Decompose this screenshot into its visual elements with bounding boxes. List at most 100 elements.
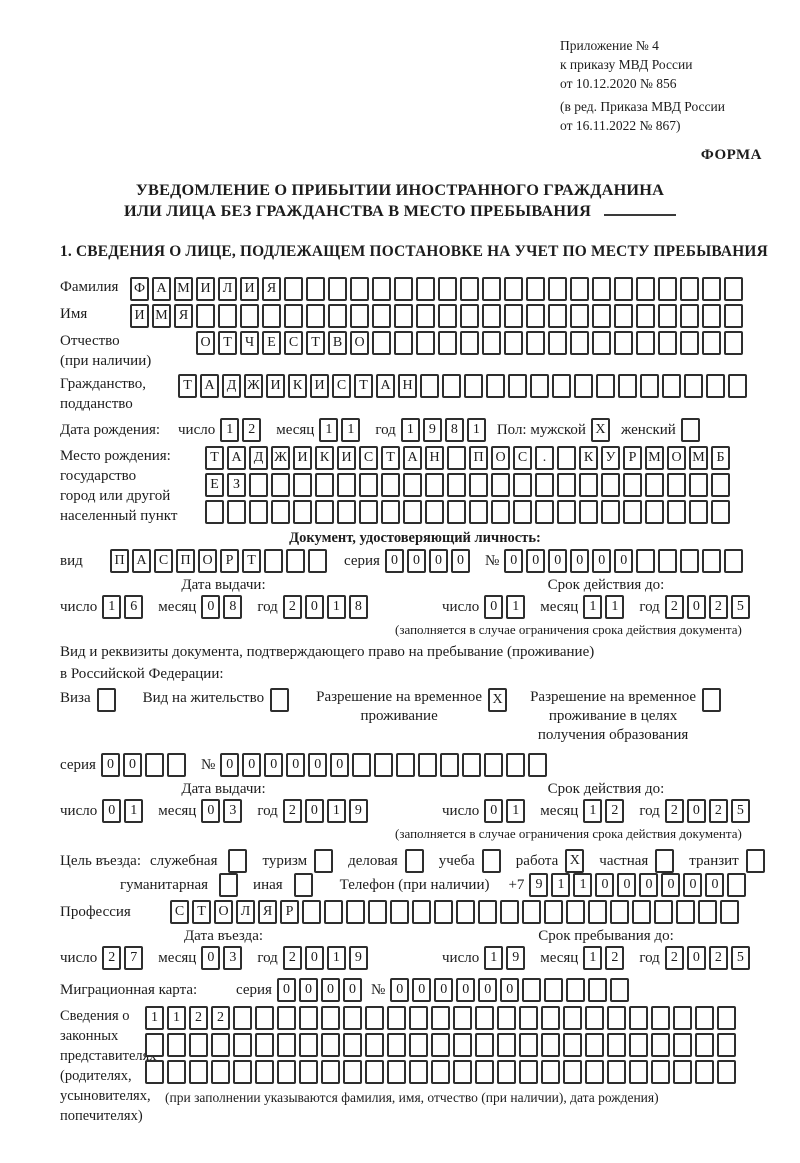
char-cell[interactable]	[695, 1060, 714, 1084]
char-cell[interactable]	[504, 331, 523, 355]
char-cell[interactable]: К	[315, 446, 334, 470]
char-cell[interactable]	[218, 304, 237, 328]
char-cell[interactable]	[286, 549, 305, 573]
char-cell[interactable]: Т	[218, 331, 237, 355]
checkbox[interactable]	[655, 849, 675, 873]
char-cell[interactable]: 2	[242, 418, 262, 442]
char-cell[interactable]	[506, 753, 526, 777]
char-cell[interactable]	[607, 1060, 626, 1084]
char-cell[interactable]	[403, 500, 422, 524]
char-cell[interactable]	[478, 900, 497, 924]
char-cell[interactable]: О	[196, 331, 215, 355]
char-cell[interactable]	[284, 304, 303, 328]
char-cell[interactable]: 1	[326, 799, 346, 823]
char-cell[interactable]: 9	[529, 873, 549, 897]
char-cell[interactable]: 8	[223, 595, 243, 619]
char-cell[interactable]	[409, 1006, 428, 1030]
char-cell[interactable]	[557, 446, 576, 470]
char-cell[interactable]: 9	[506, 946, 526, 970]
char-cell[interactable]: 0	[428, 549, 448, 573]
char-cell[interactable]	[359, 473, 378, 497]
char-cell[interactable]	[528, 753, 548, 777]
char-cell[interactable]	[629, 1033, 648, 1057]
checkbox[interactable]	[745, 849, 765, 873]
char-cell[interactable]	[464, 374, 483, 398]
char-cell[interactable]	[352, 753, 372, 777]
char-cell[interactable]: Т	[242, 549, 261, 573]
char-cell[interactable]	[563, 1060, 582, 1084]
char-cell[interactable]: 0	[286, 753, 306, 777]
char-cell[interactable]: 1	[319, 418, 339, 442]
char-cell[interactable]	[519, 1033, 538, 1057]
char-cell[interactable]: 0	[434, 978, 454, 1002]
char-cell[interactable]	[727, 873, 747, 897]
char-cell[interactable]	[706, 374, 725, 398]
char-cell[interactable]	[381, 473, 400, 497]
char-cell[interactable]: С	[359, 446, 378, 470]
checkbox[interactable]: X	[590, 418, 610, 442]
char-cell[interactable]	[233, 1006, 252, 1030]
char-cell[interactable]	[277, 1060, 296, 1084]
char-cell[interactable]	[442, 374, 461, 398]
char-cell[interactable]	[469, 500, 488, 524]
char-cell[interactable]	[350, 277, 369, 301]
char-cell[interactable]	[618, 374, 637, 398]
char-cell[interactable]: 2	[708, 799, 728, 823]
char-cell[interactable]	[610, 900, 629, 924]
char-cell[interactable]	[418, 753, 438, 777]
char-cell[interactable]	[425, 500, 444, 524]
char-cell[interactable]	[308, 549, 327, 573]
char-cell[interactable]: 2	[664, 799, 684, 823]
char-cell[interactable]	[416, 304, 435, 328]
char-cell[interactable]: Т	[381, 446, 400, 470]
char-cell[interactable]	[711, 473, 730, 497]
char-cell[interactable]	[337, 473, 356, 497]
char-cell[interactable]	[249, 500, 268, 524]
checkbox[interactable]	[481, 849, 501, 873]
char-cell[interactable]: 2	[664, 946, 684, 970]
char-cell[interactable]	[306, 304, 325, 328]
char-cell[interactable]	[557, 473, 576, 497]
char-cell[interactable]	[614, 304, 633, 328]
char-cell[interactable]	[654, 900, 673, 924]
char-cell[interactable]: 7	[124, 946, 144, 970]
char-cell[interactable]	[409, 1033, 428, 1057]
char-cell[interactable]: А	[376, 374, 395, 398]
char-cell[interactable]	[145, 1060, 164, 1084]
char-cell[interactable]	[588, 978, 608, 1002]
char-cell[interactable]: 2	[282, 595, 302, 619]
char-cell[interactable]	[636, 549, 656, 573]
char-cell[interactable]	[416, 331, 435, 355]
char-cell[interactable]	[724, 277, 743, 301]
char-cell[interactable]	[607, 1033, 626, 1057]
char-cell[interactable]: Е	[262, 331, 281, 355]
char-cell[interactable]	[689, 500, 708, 524]
char-cell[interactable]	[409, 1060, 428, 1084]
char-cell[interactable]: 2	[605, 946, 625, 970]
char-cell[interactable]	[552, 374, 571, 398]
char-cell[interactable]	[365, 1006, 384, 1030]
char-cell[interactable]: 0	[686, 595, 706, 619]
char-cell[interactable]	[262, 304, 281, 328]
char-cell[interactable]	[676, 900, 695, 924]
char-cell[interactable]	[475, 1033, 494, 1057]
char-cell[interactable]	[695, 1006, 714, 1030]
char-cell[interactable]: 2	[189, 1006, 208, 1030]
char-cell[interactable]	[460, 277, 479, 301]
char-cell[interactable]	[482, 331, 501, 355]
char-cell[interactable]: 0	[320, 978, 340, 1002]
char-cell[interactable]: 1	[145, 1006, 164, 1030]
char-cell[interactable]	[167, 1033, 186, 1057]
char-cell[interactable]	[482, 304, 501, 328]
char-cell[interactable]	[447, 446, 466, 470]
char-cell[interactable]: П	[469, 446, 488, 470]
char-cell[interactable]: С	[154, 549, 173, 573]
char-cell[interactable]	[585, 1033, 604, 1057]
char-cell[interactable]: 1	[167, 1006, 186, 1030]
char-cell[interactable]: 2	[282, 799, 302, 823]
char-cell[interactable]: 0	[484, 595, 504, 619]
char-cell[interactable]: 0	[201, 946, 221, 970]
char-cell[interactable]	[249, 473, 268, 497]
char-cell[interactable]	[711, 500, 730, 524]
char-cell[interactable]	[346, 900, 365, 924]
